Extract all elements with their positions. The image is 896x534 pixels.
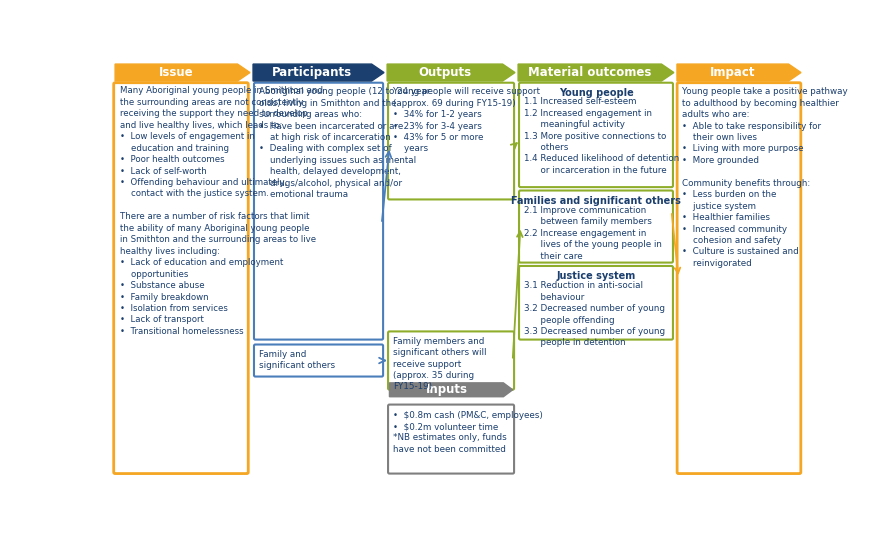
FancyBboxPatch shape bbox=[519, 266, 673, 340]
Text: Family members and
significant others will
receive support
(approx. 35 during
FY: Family members and significant others wi… bbox=[393, 336, 487, 391]
Polygon shape bbox=[253, 64, 384, 81]
Text: Aboriginal young people (12 to 24 year
olds) living in Smithton and the
surround: Aboriginal young people (12 to 24 year o… bbox=[259, 87, 431, 199]
Text: Participants: Participants bbox=[272, 66, 352, 79]
Text: Young people take a positive pathway
to adulthood by becoming healthier
adults w: Young people take a positive pathway to … bbox=[683, 87, 848, 268]
Polygon shape bbox=[390, 383, 513, 397]
Text: Young people: Young people bbox=[558, 88, 633, 98]
Text: Impact: Impact bbox=[710, 66, 755, 79]
Polygon shape bbox=[518, 64, 674, 81]
Text: 2.1 Improve communication
      between family members
2.2 Increase engagement i: 2.1 Improve communication between family… bbox=[524, 206, 662, 261]
FancyBboxPatch shape bbox=[519, 83, 673, 187]
Polygon shape bbox=[387, 64, 515, 81]
Polygon shape bbox=[677, 64, 801, 81]
Text: Inputs: Inputs bbox=[426, 383, 468, 396]
Text: Families and significant others: Families and significant others bbox=[511, 196, 681, 206]
FancyBboxPatch shape bbox=[388, 83, 514, 199]
Text: 3.1 Reduction in anti-social
      behaviour
3.2 Decreased number of young
     : 3.1 Reduction in anti-social behaviour 3… bbox=[524, 281, 666, 348]
Text: Outputs: Outputs bbox=[418, 66, 471, 79]
Text: •  $0.8m cash (PM&C, employees)
•  $0.2m volunteer time
*NB estimates only, fund: • $0.8m cash (PM&C, employees) • $0.2m v… bbox=[393, 411, 543, 454]
Text: Material outcomes: Material outcomes bbox=[528, 66, 651, 79]
Text: Issue: Issue bbox=[159, 66, 194, 79]
FancyBboxPatch shape bbox=[254, 83, 383, 340]
Text: Family and
significant others: Family and significant others bbox=[259, 350, 335, 370]
FancyBboxPatch shape bbox=[519, 191, 673, 263]
Text: Justice system: Justice system bbox=[556, 271, 635, 281]
Text: Young people will receive support
(approx. 69 during FY15-19)
•  34% for 1-2 yea: Young people will receive support (appro… bbox=[393, 87, 540, 153]
Text: 1.1 Increased self-esteem
1.2 Increased engagement in
      meaningful activity
: 1.1 Increased self-esteem 1.2 Increased … bbox=[524, 97, 679, 175]
FancyBboxPatch shape bbox=[388, 332, 514, 390]
Polygon shape bbox=[115, 64, 250, 81]
FancyBboxPatch shape bbox=[388, 405, 514, 474]
FancyBboxPatch shape bbox=[254, 344, 383, 376]
FancyBboxPatch shape bbox=[114, 83, 248, 474]
FancyBboxPatch shape bbox=[677, 83, 801, 474]
Text: Many Aboriginal young people in Smithton and
the surrounding areas are not consi: Many Aboriginal young people in Smithton… bbox=[120, 87, 323, 336]
